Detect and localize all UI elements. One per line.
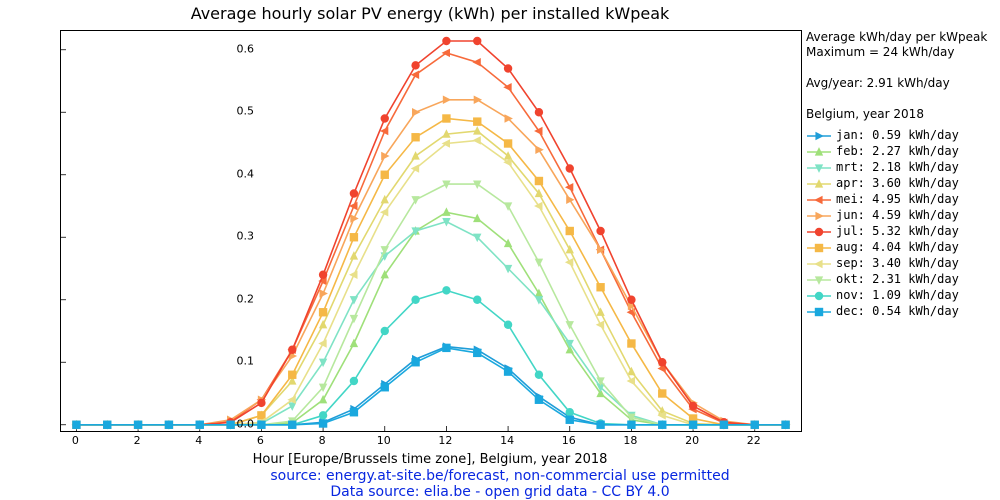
legend-label: aug: 4.04 kWh/day — [836, 240, 959, 255]
x-tick: 12 — [433, 434, 457, 447]
legend-label: mrt: 2.18 kWh/day — [836, 160, 959, 175]
x-tick: 16 — [557, 434, 581, 447]
legend-header: Average kWh/day per kWpeak Maximum = 24 … — [806, 30, 996, 122]
legend-item-okt: okt: 2.31 kWh/day — [806, 272, 996, 288]
y-tick: 0.1 — [214, 355, 254, 368]
y-tick: 0.4 — [214, 167, 254, 180]
legend-label: jan: 0.59 kWh/day — [836, 128, 959, 143]
series-nov — [72, 286, 790, 429]
y-tick: 0.6 — [214, 42, 254, 55]
series-jul — [72, 37, 790, 429]
x-tick: 6 — [248, 434, 272, 447]
legend-label: apr: 3.60 kWh/day — [836, 176, 959, 191]
legend-panel: Average kWh/day per kWpeak Maximum = 24 … — [806, 30, 996, 320]
x-tick: 4 — [187, 434, 211, 447]
legend-label: sep: 3.40 kWh/day — [836, 256, 959, 271]
legend-label: dec: 0.54 kWh/day — [836, 304, 959, 319]
plot-area — [60, 30, 802, 432]
legend-item-jan: jan: 0.59 kWh/day — [806, 128, 996, 144]
x-tick: 0 — [63, 434, 87, 447]
legend-item-mei: mei: 4.95 kWh/day — [806, 192, 996, 208]
legend-label: nov: 1.09 kWh/day — [836, 288, 959, 303]
x-tick: 18 — [618, 434, 642, 447]
legend-item-apr: apr: 3.60 kWh/day — [806, 176, 996, 192]
legend-label: feb: 2.27 kWh/day — [836, 144, 959, 159]
legend-item-aug: aug: 4.04 kWh/day — [806, 240, 996, 256]
series-dec — [72, 344, 790, 429]
legend-label: jul: 5.32 kWh/day — [836, 224, 959, 239]
series-mrt — [72, 218, 790, 430]
x-tick: 22 — [742, 434, 766, 447]
y-tick: 0.5 — [214, 105, 254, 118]
x-tick: 2 — [125, 434, 149, 447]
legend-item-nov: nov: 1.09 kWh/day — [806, 288, 996, 304]
chart-title: Average hourly solar PV energy (kWh) per… — [60, 4, 800, 23]
x-tick: 20 — [680, 434, 704, 447]
legend-item-sep: sep: 3.40 kWh/day — [806, 256, 996, 272]
y-tick: 0.2 — [214, 292, 254, 305]
source-attribution: source: energy.at-site.be/forecast, non-… — [0, 468, 1000, 500]
legend-label: mei: 4.95 kWh/day — [836, 192, 959, 207]
x-tick: 14 — [495, 434, 519, 447]
legend-item-dec: dec: 0.54 kWh/day — [806, 304, 996, 320]
x-axis-label: Hour [Europe/Brussels time zone], Belgiu… — [60, 452, 800, 467]
legend-item-mrt: mrt: 2.18 kWh/day — [806, 160, 996, 176]
series-sep — [72, 136, 790, 429]
series-okt — [72, 181, 790, 430]
y-tick: 0.3 — [214, 230, 254, 243]
legend: jan: 0.59 kWh/dayfeb: 2.27 kWh/daymrt: 2… — [806, 128, 996, 320]
x-tick: 10 — [372, 434, 396, 447]
legend-item-jun: jun: 4.59 kWh/day — [806, 208, 996, 224]
x-tick: 8 — [310, 434, 334, 447]
legend-label: jun: 4.59 kWh/day — [836, 208, 959, 223]
legend-item-feb: feb: 2.27 kWh/day — [806, 144, 996, 160]
y-tick: 0.0 — [214, 417, 254, 430]
series-apr — [72, 126, 790, 428]
legend-item-jul: jul: 5.32 kWh/day — [806, 224, 996, 240]
series-aug — [72, 114, 790, 429]
legend-label: okt: 2.31 kWh/day — [836, 272, 959, 287]
